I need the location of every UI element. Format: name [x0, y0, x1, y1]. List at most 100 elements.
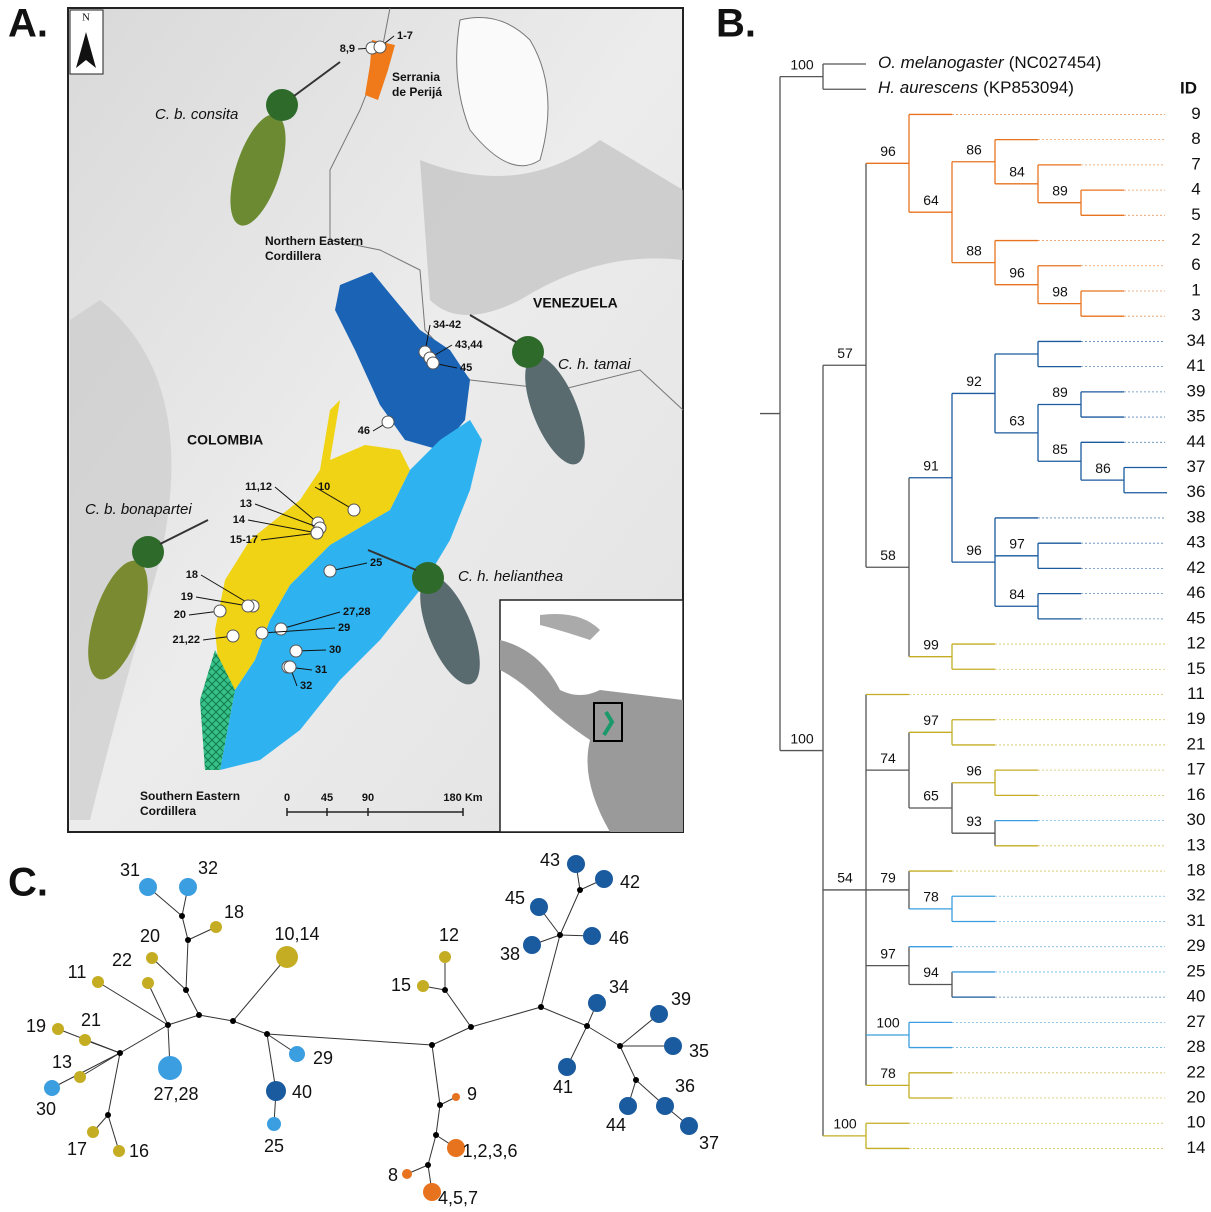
network-edge: [119, 1024, 169, 1054]
median-vector: [165, 1022, 171, 1028]
haplotype: [142, 977, 154, 989]
haplotype-label: 25: [264, 1136, 284, 1156]
site-dot: [283, 660, 297, 674]
support: 63: [1009, 413, 1025, 429]
haplotype-label: 19: [26, 1016, 46, 1036]
support: 100: [790, 730, 814, 746]
support: 84: [1009, 586, 1025, 602]
tip-id: 17: [1187, 760, 1206, 779]
site-leader: [274, 486, 319, 524]
site-leader: [254, 503, 321, 529]
map-label: C. b. consita: [155, 106, 238, 123]
site-dot: [226, 629, 240, 643]
median-vector: [442, 987, 448, 993]
tip-id: 12: [1187, 634, 1206, 653]
median-vector: [577, 887, 583, 893]
tip-id: 9: [1191, 104, 1200, 123]
range-perija: [365, 40, 395, 100]
haplotype: [158, 1056, 182, 1080]
haplotype: [619, 1097, 637, 1115]
tip-id: 41: [1187, 356, 1206, 375]
site-label: 46: [358, 425, 370, 437]
haplotype: [656, 1097, 674, 1115]
site-label: 14: [233, 514, 246, 526]
support: 88: [966, 242, 982, 258]
map: N: [67, 7, 684, 833]
site-label: 20: [174, 609, 186, 621]
map-label: C. h. helianthea: [458, 568, 563, 585]
tip-id: 28: [1187, 1037, 1206, 1056]
tip-id: 36: [1187, 482, 1206, 501]
tip-id: 5: [1191, 205, 1200, 224]
support: 100: [876, 1015, 900, 1031]
tip-id: 8: [1191, 129, 1200, 148]
site-label: 29: [338, 622, 350, 634]
map-label: Cordillera: [140, 804, 196, 818]
tip-id: 29: [1187, 936, 1206, 955]
tree: O. melanogaster (NC027454) H. aurescens (KP…: [760, 53, 1206, 1157]
site-dot: [274, 622, 288, 636]
network-edge: [167, 1014, 200, 1026]
median-vector: [264, 1031, 270, 1037]
network-edge: [97, 981, 169, 1026]
scale-label: 90: [362, 792, 374, 804]
site-label: 43,44: [455, 339, 483, 351]
haplotype: [92, 976, 104, 988]
site-label: 8,9: [340, 43, 355, 55]
site-dot: [381, 415, 395, 429]
support: 91: [923, 457, 939, 473]
site-leader: [261, 627, 336, 634]
haplotype-label: 32: [198, 858, 218, 878]
network-edge: [427, 1134, 437, 1166]
tip-id: 7: [1191, 154, 1200, 173]
network-edge: [559, 889, 581, 936]
tip-id: 27: [1187, 1012, 1206, 1031]
haplotype: [595, 870, 613, 888]
haplotype-label: 4,5,7: [438, 1188, 478, 1208]
site-label: 25: [370, 557, 382, 569]
support: 97: [923, 712, 939, 728]
site-label: 45: [460, 362, 472, 374]
support: 97: [1009, 535, 1025, 551]
median-vector: [196, 1012, 202, 1018]
bird: [230, 61, 341, 226]
site-leader: [195, 596, 249, 607]
bird: [469, 314, 585, 465]
site-label: 21,22: [172, 634, 200, 646]
tip-id: 4: [1191, 180, 1200, 199]
tip-id: 30: [1187, 810, 1206, 829]
network-edge: [232, 1020, 268, 1035]
support: 96: [880, 143, 896, 159]
support: 96: [966, 762, 982, 778]
support: 93: [966, 813, 982, 829]
scale-label: 45: [321, 792, 333, 804]
haplotype-label: 1,2,3,6: [462, 1141, 517, 1161]
haplotype: [210, 921, 222, 933]
site-label: 18: [186, 569, 198, 581]
network-edge: [435, 1104, 441, 1136]
haplotype: [664, 1037, 682, 1055]
haplotype-label: 35: [689, 1041, 709, 1061]
network-edge: [185, 989, 200, 1016]
network-edge: [79, 1052, 121, 1078]
median-vector: [538, 1004, 544, 1010]
support: 78: [923, 889, 939, 905]
network-edge: [84, 1039, 121, 1054]
haplotype-label: 39: [671, 989, 691, 1009]
haplotype: [74, 1071, 86, 1083]
haplotype: [402, 1169, 412, 1179]
haplotype-label: 12: [439, 925, 459, 945]
site-dot: [323, 564, 337, 578]
support: 78: [880, 1065, 896, 1081]
support: 94: [923, 964, 939, 980]
haplotype-label: 38: [500, 944, 520, 964]
site-dot: [373, 40, 387, 54]
median-vector: [429, 1042, 435, 1048]
panel-label: C.: [8, 861, 48, 905]
haplotype: [113, 1145, 125, 1157]
site-leader: [260, 532, 318, 541]
network-edge: [181, 915, 189, 941]
site-label: 10: [318, 481, 330, 493]
panel-label: A.: [8, 2, 48, 46]
network-edge: [540, 1006, 588, 1027]
